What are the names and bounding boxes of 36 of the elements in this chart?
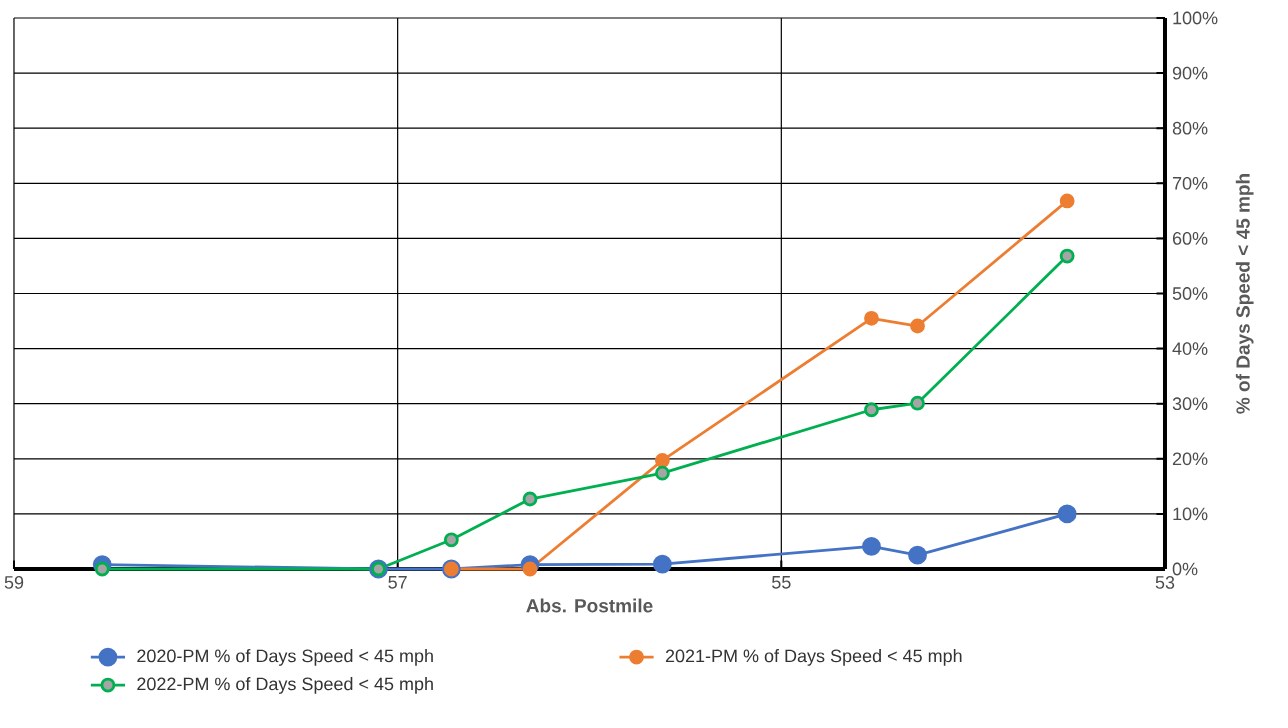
point xyxy=(910,318,925,334)
y-tick-label: 0% xyxy=(1172,562,1198,576)
point xyxy=(443,532,459,548)
point xyxy=(1057,504,1077,524)
y-tick-label: 60% xyxy=(1172,232,1208,245)
point xyxy=(910,395,925,411)
point xyxy=(94,561,110,577)
x-axis-title: Abs. Postmile xyxy=(526,598,653,613)
x-tick-label: 55 xyxy=(772,576,791,589)
y-tick-label: 10% xyxy=(1173,507,1208,521)
point xyxy=(522,561,538,577)
legend-label: 2020-PM % of Days Speed < 45 mph xyxy=(137,649,433,666)
y-tick-label: 30% xyxy=(1172,397,1208,411)
x-tick-label: 53 xyxy=(1155,576,1175,589)
y-tick-label: 80% xyxy=(1172,121,1208,135)
point xyxy=(908,545,927,565)
point xyxy=(862,537,881,556)
y-tick-label: 50% xyxy=(1172,287,1208,300)
point xyxy=(654,465,670,481)
point xyxy=(864,402,879,418)
point xyxy=(1059,248,1075,264)
y-tick-label: 70% xyxy=(1172,176,1208,190)
y-axis-title: % of Days Speed < 45 mph xyxy=(1235,174,1254,414)
x-tick-label: 57 xyxy=(388,576,407,589)
point xyxy=(654,453,670,468)
point xyxy=(1059,193,1075,209)
y-tick-label: 100% xyxy=(1173,11,1218,25)
point xyxy=(864,310,879,326)
legend-label: 2021-PM % of Days Speed < 45 mph xyxy=(665,649,962,666)
legend-label: 2022-PM % of Days Speed < 45 mph xyxy=(137,677,433,694)
point xyxy=(652,554,672,574)
y-tick-label: 40% xyxy=(1172,342,1208,355)
y-tick-label: 90% xyxy=(1172,66,1208,80)
point xyxy=(522,491,538,507)
x-tick-label: 59 xyxy=(4,576,24,589)
y-tick-label: 20% xyxy=(1172,452,1208,466)
